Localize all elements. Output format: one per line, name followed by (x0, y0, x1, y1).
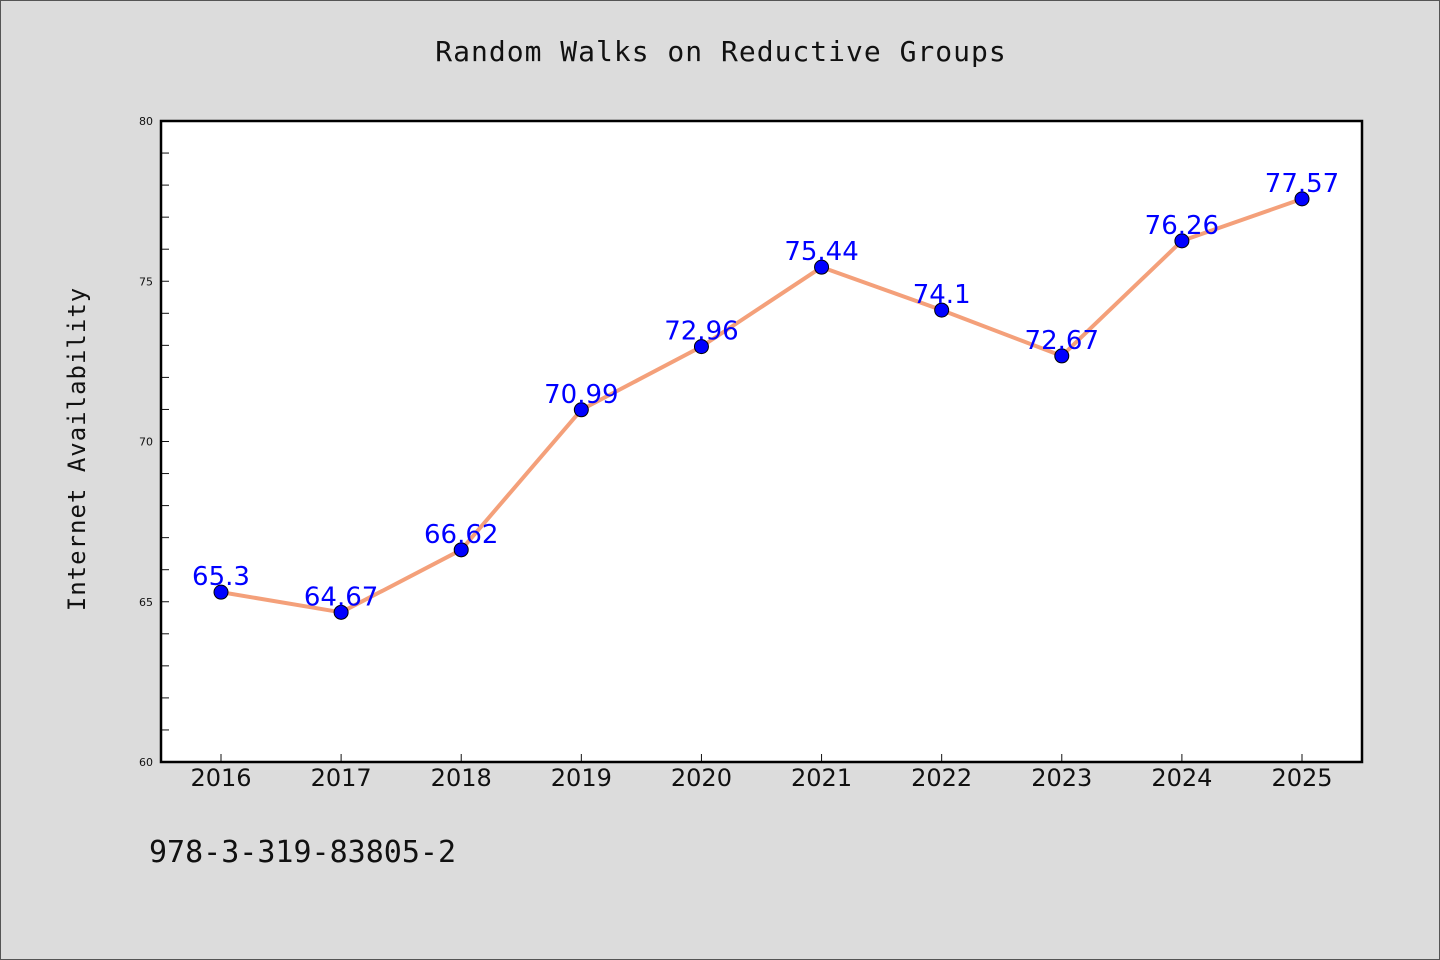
y-tick-label: 70 (139, 436, 153, 449)
data-label: 74.1 (913, 280, 971, 310)
x-tick-label: 2018 (431, 764, 492, 792)
footer-code: 978-3-319-83805-2 (149, 835, 457, 870)
data-point (934, 302, 950, 318)
data-label: 66.62 (424, 520, 498, 550)
x-tick-label: 2020 (671, 764, 732, 792)
chart-title: Random Walks on Reductive Groups (435, 35, 1007, 68)
x-tick-label: 2016 (190, 764, 251, 792)
data-point (333, 604, 349, 620)
y-tick-label: 60 (139, 756, 153, 769)
data-label: 76.26 (1145, 211, 1219, 241)
data-point (1294, 191, 1310, 207)
data-label: 64.67 (304, 582, 378, 612)
data-point (453, 542, 469, 558)
x-tick-label: 2025 (1271, 764, 1332, 792)
x-tick-label: 2017 (311, 764, 372, 792)
x-tick-label: 2021 (791, 764, 852, 792)
data-label: 65.3 (192, 562, 250, 592)
plot-frame (159, 119, 1364, 764)
data-point (693, 339, 709, 355)
x-tick-label: 2022 (911, 764, 972, 792)
data-point (213, 584, 229, 600)
data-label: 75.44 (784, 237, 858, 267)
y-tick-label: 65 (139, 596, 153, 609)
plot-area (161, 121, 1362, 762)
x-tick-label: 2019 (551, 764, 612, 792)
y-tick-label: 75 (139, 275, 153, 288)
data-point (814, 259, 830, 275)
data-label: 70.99 (544, 380, 618, 410)
data-label: 72.67 (1025, 326, 1099, 356)
x-tick-label: 2023 (1031, 764, 1092, 792)
y-tick-label: 80 (139, 115, 153, 128)
series-line (219, 196, 1304, 615)
data-label: 72.96 (664, 317, 738, 347)
data-point (573, 402, 589, 418)
data-label: 77.57 (1265, 169, 1339, 199)
data-point (1054, 348, 1070, 364)
data-point (1174, 233, 1190, 249)
x-tick-label: 2024 (1151, 764, 1212, 792)
